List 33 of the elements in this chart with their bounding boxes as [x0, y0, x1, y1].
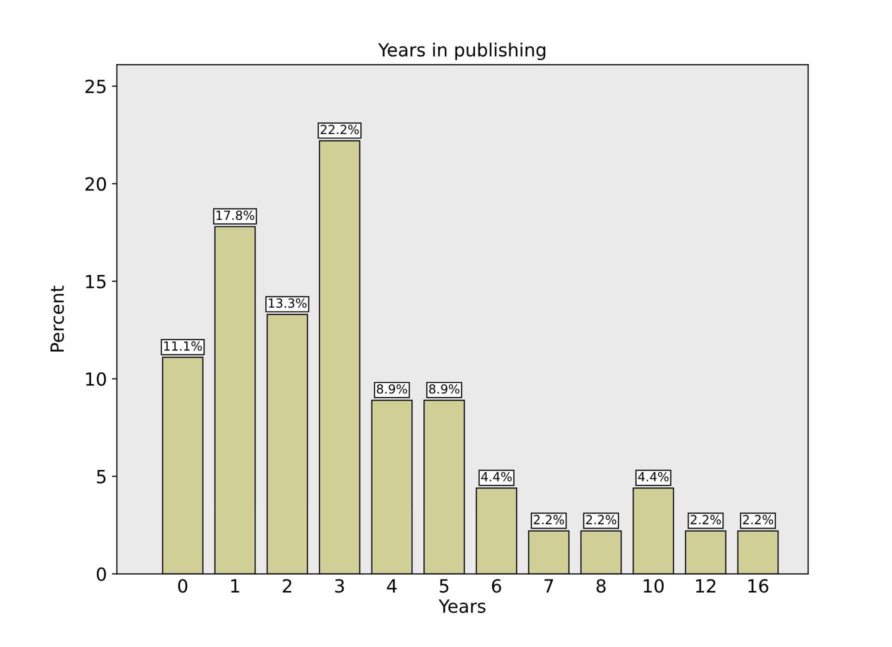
- data-label: 11.1%: [164, 341, 202, 351]
- data-label: 2.2%: [534, 514, 564, 524]
- data-label: 4.4%: [481, 472, 512, 482]
- data-label: 2.2%: [586, 514, 616, 524]
- data-label: 13.3%: [268, 298, 306, 308]
- y-tick-label: 5: [97, 470, 106, 484]
- x-tick-label: 3: [335, 579, 344, 593]
- x-tick-label: 4: [387, 579, 397, 592]
- data-label: 2.2%: [690, 514, 721, 524]
- x-tick-label: 8: [596, 579, 606, 593]
- y-axis-title: Percent: [50, 286, 64, 352]
- x-tick-label: 5: [440, 579, 448, 593]
- y-tick-label: 0: [96, 567, 106, 582]
- x-tick-label: 6: [492, 579, 502, 593]
- data-label: 8.9%: [376, 384, 408, 394]
- data-label: 2.2%: [742, 514, 774, 524]
- x-axis-title: Years: [438, 600, 486, 613]
- y-tick-label: 20: [85, 177, 106, 191]
- x-tick-label: 16: [748, 579, 768, 593]
- data-label: 8.9%: [429, 384, 460, 394]
- data-label: 17.8%: [216, 210, 254, 220]
- data-label: 22.2%: [320, 124, 359, 134]
- x-tick-label: 1: [231, 579, 240, 592]
- x-tick-label: 10: [644, 579, 664, 593]
- x-tick-label: 7: [544, 579, 553, 592]
- x-tick-label: 0: [178, 579, 188, 593]
- data-label: 4.4%: [638, 472, 669, 482]
- y-tick-label: 15: [86, 274, 106, 288]
- y-tick-label: 25: [85, 80, 106, 94]
- x-tick-label: 2: [282, 579, 292, 592]
- chart-title: Years in publishing: [378, 42, 546, 60]
- x-tick-label: 12: [696, 579, 716, 592]
- y-tick-label: 10: [86, 372, 106, 386]
